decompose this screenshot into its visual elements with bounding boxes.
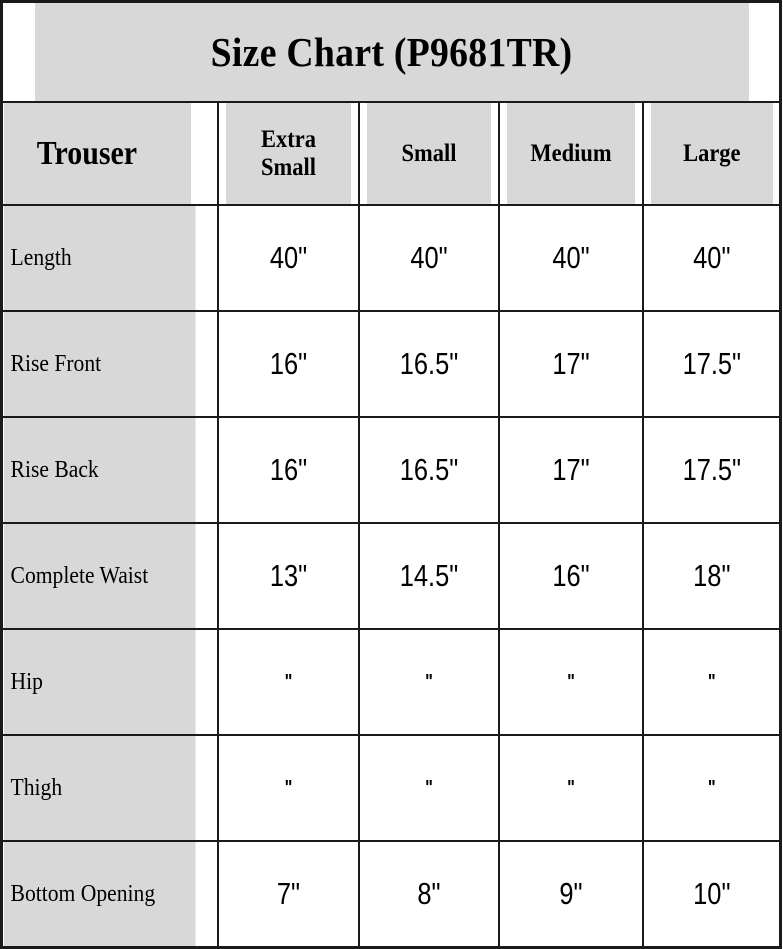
cell-value: " (229, 734, 347, 842)
cell-value: " (370, 734, 487, 842)
cell-value: 40" (229, 204, 347, 312)
cell-value: 16" (510, 522, 631, 630)
header-size-extra-small: Extra Small (223, 101, 353, 206)
cell-value: 8" (370, 840, 487, 949)
table-row: Thigh " " " " (0, 734, 781, 842)
row-label: Complete Waist (0, 522, 197, 630)
header-size-small: Small (364, 101, 493, 206)
row-label: Thigh (0, 734, 197, 842)
header-row: Trouser Extra Small Small Medium Large (0, 101, 781, 206)
cell-value: 9" (510, 840, 631, 949)
row-label: Rise Back (0, 416, 197, 524)
header-corner-label: Trouser (0, 101, 193, 206)
cell-value: 7" (229, 840, 347, 949)
cell-value: 40" (370, 204, 487, 312)
cell-value: " (229, 628, 347, 736)
cell-value: 14.5" (370, 522, 487, 630)
table-row: Complete Waist 13" 14.5" 16" 18" (0, 522, 781, 630)
cell-value: 16" (229, 416, 347, 524)
cell-value: " (510, 734, 631, 842)
table-row: Length 40" 40" 40" 40" (0, 204, 781, 312)
header-size-medium: Medium (504, 101, 637, 206)
cell-value: 17.5" (654, 310, 769, 418)
cell-value: 10" (654, 840, 769, 949)
cell-value: " (510, 628, 631, 736)
cell-value: 16.5" (370, 310, 487, 418)
cell-value: " (370, 628, 487, 736)
cell-value: 17" (510, 310, 631, 418)
table-row: Rise Front 16" 16.5" 17" 17.5" (0, 310, 781, 418)
cell-value: 17" (510, 416, 631, 524)
cell-value: 18" (654, 522, 769, 630)
table-row: Bottom Opening 7" 8" 9" 10" (0, 840, 781, 949)
row-label: Bottom Opening (0, 840, 197, 949)
row-label: Length (0, 204, 197, 312)
cell-value: 40" (510, 204, 631, 312)
cell-value: 40" (654, 204, 769, 312)
chart-title: Size Chart (P9681TR) (31, 0, 751, 103)
title-row: Size Chart (P9681TR) (2, 0, 781, 103)
row-label: Rise Front (0, 310, 197, 418)
row-label: Hip (0, 628, 197, 736)
cell-value: 16.5" (370, 416, 487, 524)
cell-value: 13" (229, 522, 347, 630)
cell-value: 16" (229, 310, 347, 418)
table-row: Rise Back 16" 16.5" 17" 17.5" (0, 416, 781, 524)
table-row: Hip " " " " (0, 628, 781, 736)
cell-value: " (654, 734, 769, 842)
cell-value: 17.5" (654, 416, 769, 524)
header-size-large: Large (648, 101, 775, 206)
cell-value: " (654, 628, 769, 736)
